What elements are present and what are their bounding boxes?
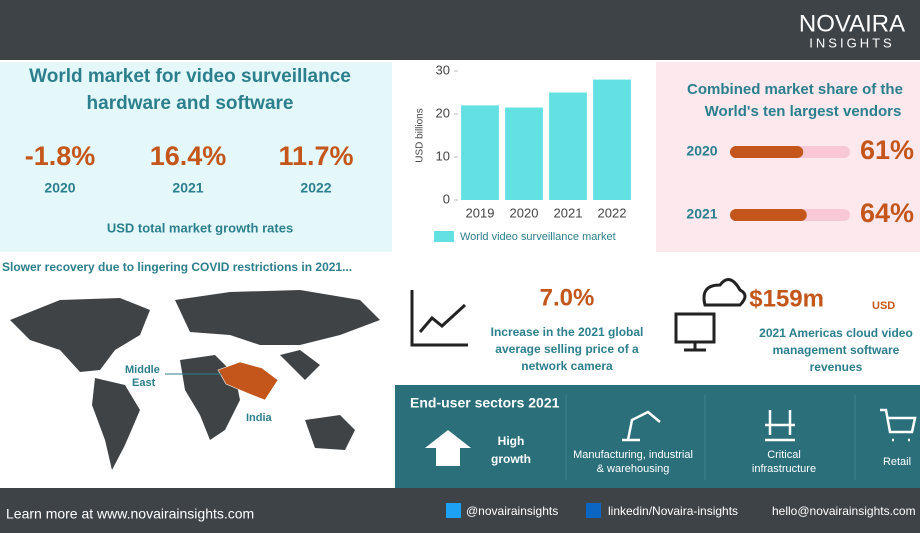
cloud-icon (674, 278, 747, 352)
sector-icons (622, 408, 917, 442)
asp-text: network camera (521, 359, 613, 373)
stat-value: -1.8% (25, 141, 96, 171)
growth-title: World market for video surveillance (29, 66, 351, 87)
sector: infrastructure (752, 463, 816, 475)
y-axis-label: USD billions (415, 108, 426, 162)
x-tick-label: 2021 (554, 205, 583, 220)
twitter-icon (446, 503, 461, 518)
world-map (10, 290, 380, 470)
bar (549, 92, 587, 200)
linkedin-icon (586, 503, 601, 518)
stat-value: 11.7% (278, 141, 353, 171)
cloud-text: 2021 Americas cloud video (759, 326, 913, 340)
cloud-unit: USD (872, 300, 895, 312)
map-caption: Slower recovery due to lingering COVID r… (2, 260, 352, 274)
sector: Critical (767, 449, 801, 461)
sectors-panel (395, 385, 920, 488)
map-label: India (246, 412, 273, 424)
share-value: 64% (860, 198, 914, 228)
stat-year: 2020 (44, 180, 75, 196)
bar (505, 107, 543, 200)
north-america (10, 298, 150, 372)
asp-text: Increase in the 2021 global (491, 325, 644, 339)
share-value: 61% (860, 135, 914, 165)
cloud-text: management software (773, 343, 900, 357)
legend-label: World video surveillance market (460, 231, 616, 243)
eurasia (175, 290, 380, 345)
share-title: World's ten largest vendors (705, 103, 902, 120)
x-tick-label: 2022 (598, 205, 627, 220)
header (0, 0, 920, 60)
share-bar (730, 146, 804, 158)
arrow-icon (425, 430, 471, 466)
south-america (92, 378, 140, 470)
stat-year: 2022 (300, 180, 331, 196)
brand: NOVAIRA (799, 10, 905, 37)
footer-linkedin: linkedin/Novaira-insights (608, 504, 738, 518)
y-tick-label: 20 (436, 105, 450, 120)
se-asia (280, 350, 320, 380)
growth-panel (0, 62, 392, 252)
asp-text: average selling price of a (495, 342, 639, 356)
map-label: Middle (125, 364, 160, 376)
sector: Manufacturing, industrial (573, 449, 693, 461)
footer-twitter: @novairainsights (466, 504, 558, 518)
bar (593, 79, 631, 200)
bar (461, 105, 499, 200)
share-year: 2021 (686, 206, 717, 222)
y-tick-label: 10 (436, 148, 450, 163)
share-bar (730, 209, 807, 221)
trend-icon (410, 290, 468, 347)
growth-caption: USD total market growth rates (107, 220, 293, 235)
region-highlight (217, 361, 279, 401)
growth-title: hardware and software (87, 93, 294, 114)
cloud-value: $159m (749, 285, 824, 312)
legend-swatch (434, 231, 454, 242)
share-year: 2020 (686, 143, 717, 159)
y-tick-label: 0 (443, 191, 450, 206)
stat-year: 2021 (172, 180, 203, 196)
x-tick-label: 2019 (466, 205, 495, 220)
stat-value: 16.4% (150, 141, 227, 171)
brand-sub: INSIGHTS (809, 35, 894, 50)
sector: Retail (883, 456, 911, 468)
australia (305, 415, 355, 450)
share-title: Combined market share of the (687, 81, 903, 98)
map-label: East (132, 377, 156, 389)
sector: & warehousing (597, 463, 670, 475)
footer-email: hello@novairainsights.com (772, 504, 916, 518)
high-growth: High (498, 434, 525, 448)
high-growth: growth (491, 452, 531, 466)
x-tick-label: 2020 (510, 205, 539, 220)
y-tick-label: 30 (436, 62, 450, 77)
asp-value: 7.0% (540, 284, 595, 311)
cloud-text: revenues (810, 360, 863, 374)
footer-site: Learn more at www.novairainsights.com (6, 506, 254, 522)
sectors-title: End-user sectors 2021 (410, 395, 560, 411)
